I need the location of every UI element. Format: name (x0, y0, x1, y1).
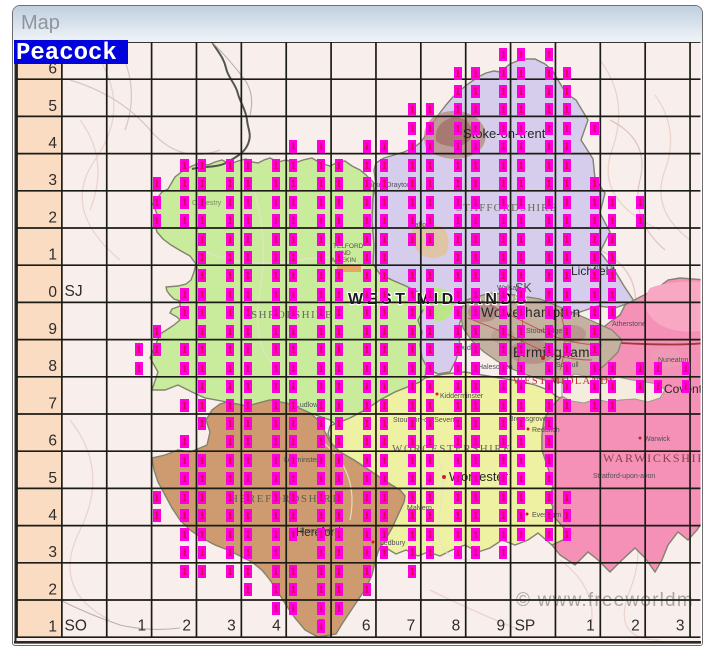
svg-text:TELFORD: TELFORD (333, 243, 364, 250)
svg-text:3: 3 (676, 618, 685, 635)
svg-text:1: 1 (48, 247, 57, 264)
svg-text:AND: AND (337, 250, 351, 257)
svg-text:SP: SP (515, 618, 536, 635)
svg-text:Bromsgrove: Bromsgrove (509, 416, 547, 423)
svg-text:9: 9 (496, 618, 505, 635)
svg-text:4: 4 (48, 507, 57, 524)
svg-text:6: 6 (362, 618, 371, 635)
svg-text:9: 9 (48, 321, 57, 338)
svg-text:1: 1 (586, 618, 595, 635)
svg-text:Nuneaton: Nuneaton (658, 357, 688, 364)
svg-text:2: 2 (631, 618, 640, 635)
svg-text:3: 3 (48, 172, 57, 189)
svg-text:4: 4 (48, 135, 57, 152)
svg-text:Atherstone: Atherstone (612, 321, 646, 328)
svg-text:Malvern: Malvern (407, 505, 432, 512)
svg-text:Stourport-on-Severn: Stourport-on-Severn (393, 417, 457, 424)
svg-text:Kidderminster: Kidderminster (440, 393, 484, 400)
svg-text:Ledbury: Ledbury (380, 540, 406, 547)
svg-text:2: 2 (182, 618, 191, 635)
svg-text:4: 4 (272, 618, 281, 635)
svg-text:0: 0 (48, 284, 57, 301)
svg-text:Halesowen: Halesowen (478, 364, 513, 371)
svg-text:HEREFORDSHIRE: HEREFORDSHIRE (230, 493, 341, 505)
svg-text:6: 6 (48, 61, 57, 78)
svg-text:7: 7 (48, 395, 57, 412)
svg-text:3: 3 (48, 544, 57, 561)
svg-text:2: 2 (48, 209, 57, 226)
svg-text:8: 8 (452, 618, 461, 635)
svg-text:3: 3 (227, 618, 236, 635)
svg-text:SO: SO (65, 618, 87, 635)
svg-text:1: 1 (48, 619, 57, 636)
svg-text:Redditch: Redditch (532, 427, 560, 434)
svg-text:Warwick: Warwick (644, 436, 671, 443)
svg-text:8: 8 (48, 358, 57, 375)
svg-text:2: 2 (48, 581, 57, 598)
svg-text:Ludlow: Ludlow (296, 402, 319, 409)
svg-text:Stratford-upon-avon: Stratford-upon-avon (593, 473, 655, 480)
svg-text:6: 6 (48, 433, 57, 450)
svg-text:Dudley: Dudley (458, 345, 480, 352)
svg-text:WARWICKSHIRE: WARWICKSHIRE (603, 451, 703, 465)
svg-text:7: 7 (407, 618, 416, 635)
svg-text:Leominster: Leominster (284, 457, 319, 464)
svg-text:5: 5 (48, 470, 57, 487)
svg-text:1: 1 (137, 618, 146, 635)
svg-text:5: 5 (48, 98, 57, 115)
svg-text:WEST MIDLANDS: WEST MIDLANDS (348, 291, 530, 308)
svg-text:Bromyard: Bromyard (300, 528, 330, 535)
svg-text:Oswestry: Oswestry (192, 200, 222, 207)
svg-text:Walsall: Walsall (497, 285, 520, 292)
svg-text:SJ: SJ (65, 283, 83, 300)
svg-text:WREKIN: WREKIN (330, 257, 356, 264)
